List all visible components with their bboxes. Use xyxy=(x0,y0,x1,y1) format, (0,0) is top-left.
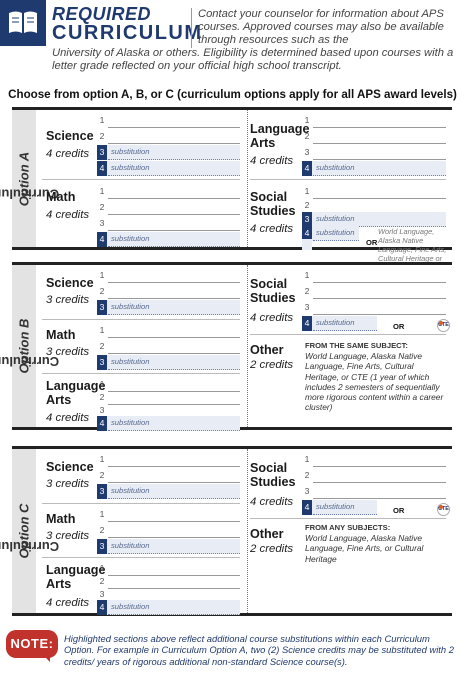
subject-credits: 4 credits xyxy=(250,223,294,235)
subject-title: Language Arts xyxy=(46,379,106,407)
substitution-row: 4 substitution xyxy=(97,161,240,176)
credit-row: 1 xyxy=(302,113,446,128)
credit-row: 2 xyxy=(302,468,446,483)
substitution-row: 3 substitution xyxy=(97,355,240,370)
credit-row: 1 xyxy=(97,561,240,576)
subject-credits: 3 credits xyxy=(46,478,90,490)
substitution-row: 4 substitution xyxy=(302,226,359,241)
subject-credits: 4 credits xyxy=(46,597,90,609)
credit-row: 3 xyxy=(302,145,446,160)
other-requirement-note: FROM ANY SUBJECTS: World Language, Alask… xyxy=(305,523,424,564)
cte-icon: CTE xyxy=(437,503,450,516)
credit-row: 2 xyxy=(302,129,446,144)
or-label: OR xyxy=(393,506,405,515)
subject-title: Language Arts xyxy=(46,563,106,591)
subject-credits: 4 credits xyxy=(46,412,90,424)
subject-title: Math xyxy=(46,190,76,204)
credit-row: 2 xyxy=(302,198,446,213)
subject-title: Math xyxy=(46,328,76,342)
credit-row: 1 xyxy=(97,323,240,338)
subject-credits: 3 credits xyxy=(46,346,90,358)
credit-row: 1 xyxy=(97,268,240,283)
or-label: OR xyxy=(366,238,378,247)
option-a-label: Curriculum Option A xyxy=(0,110,59,247)
credit-row: 2 xyxy=(97,129,240,144)
subject-title: Social Studies xyxy=(250,461,296,489)
option-b-label: Curriculum Option B xyxy=(0,265,59,427)
credit-row: 2 xyxy=(97,523,240,538)
substitution-row: 3 substitution xyxy=(97,300,240,315)
subject-credits: 2 credits xyxy=(250,543,294,555)
credit-row: 2 xyxy=(97,284,240,299)
credit-row: 2 xyxy=(97,339,240,354)
credit-row: 2 xyxy=(97,468,240,483)
subject-title: Science xyxy=(46,276,94,290)
subject-credits: 2 credits xyxy=(250,359,294,371)
credit-row: 1 xyxy=(97,377,240,392)
substitution-row: 3 substitution xyxy=(97,484,240,499)
choose-instruction: Choose from option A, B, or C (curriculu… xyxy=(8,88,457,101)
substitution-row: 4 substitution xyxy=(97,232,240,247)
subject-title: Science xyxy=(46,129,94,143)
substitution-row: 3 substitution xyxy=(97,145,240,160)
substitution-row: 4 substitution xyxy=(302,161,446,176)
credit-row: 1 xyxy=(302,452,446,467)
subject-credits: 4 credits xyxy=(250,496,294,508)
subject-credits: 4 credits xyxy=(46,148,90,160)
subject-title: Language Arts xyxy=(250,122,310,150)
header-divider xyxy=(191,8,192,48)
title-required: REQUIRED xyxy=(52,4,152,24)
subject-title: Social Studies xyxy=(250,190,296,218)
subject-title: Other xyxy=(250,527,284,541)
subject-credits: 3 credits xyxy=(46,530,90,542)
note-badge: NOTE: xyxy=(6,630,58,662)
credit-row: 1 xyxy=(97,184,240,199)
subject-credits: 3 credits xyxy=(46,294,90,306)
other-requirement-note: FROM THE SAME SUBJECT: World Language, A… xyxy=(305,341,444,413)
subject-title: Other xyxy=(250,343,284,357)
subject-title: Math xyxy=(46,512,76,526)
or-label: OR xyxy=(393,322,405,331)
substitution-row: 3 substitution xyxy=(302,212,446,227)
option-c-label: Curriculum Option C xyxy=(0,449,59,613)
title-curriculum: CURRICULUM xyxy=(52,22,203,44)
header-intro-1: Contact your counselor for information a… xyxy=(198,8,444,47)
header-intro-2: University of Alaska or others. Eligibil… xyxy=(52,47,454,73)
credit-row: 1 xyxy=(302,184,446,199)
substitution-row: 4 substitution xyxy=(97,600,240,615)
substitution-row: 4 substitution xyxy=(97,416,240,431)
credit-row: 1 xyxy=(97,507,240,522)
option-c-panel: Curriculum Option C Science 3 credits 1 … xyxy=(0,446,452,616)
note-text: Highlighted sections above reflect addit… xyxy=(64,633,454,667)
credit-row: 2 xyxy=(97,390,240,405)
credit-row: 1 xyxy=(97,452,240,467)
credit-row: 3 xyxy=(97,216,240,231)
cte-icon: CTE xyxy=(437,319,450,332)
credit-row: 2 xyxy=(302,284,446,299)
credit-row: 3 xyxy=(302,484,446,499)
substitution-row: 4 substitution xyxy=(302,316,377,331)
credit-row: 3 xyxy=(302,300,446,315)
credit-row: 1 xyxy=(97,113,240,128)
subject-credits: 4 credits xyxy=(250,155,294,167)
substitution-row: 3 substitution xyxy=(97,539,240,554)
option-a-panel: Curriculum Option A Science 4 credits 1 … xyxy=(0,107,452,272)
book-icon xyxy=(0,0,46,46)
credit-row: 2 xyxy=(97,200,240,215)
header: REQUIRED CURRICULUM Contact your counsel… xyxy=(0,0,465,85)
subject-title: Social Studies xyxy=(250,277,296,305)
subject-credits: 4 credits xyxy=(46,209,90,221)
subject-credits: 4 credits xyxy=(250,312,294,324)
subject-title: Science xyxy=(46,460,94,474)
credit-row: 2 xyxy=(97,574,240,589)
credit-row: 1 xyxy=(302,268,446,283)
option-b-panel: Curriculum Option B Science 3 credits 1 … xyxy=(0,262,452,431)
substitution-row: 4 substitution xyxy=(302,500,377,515)
